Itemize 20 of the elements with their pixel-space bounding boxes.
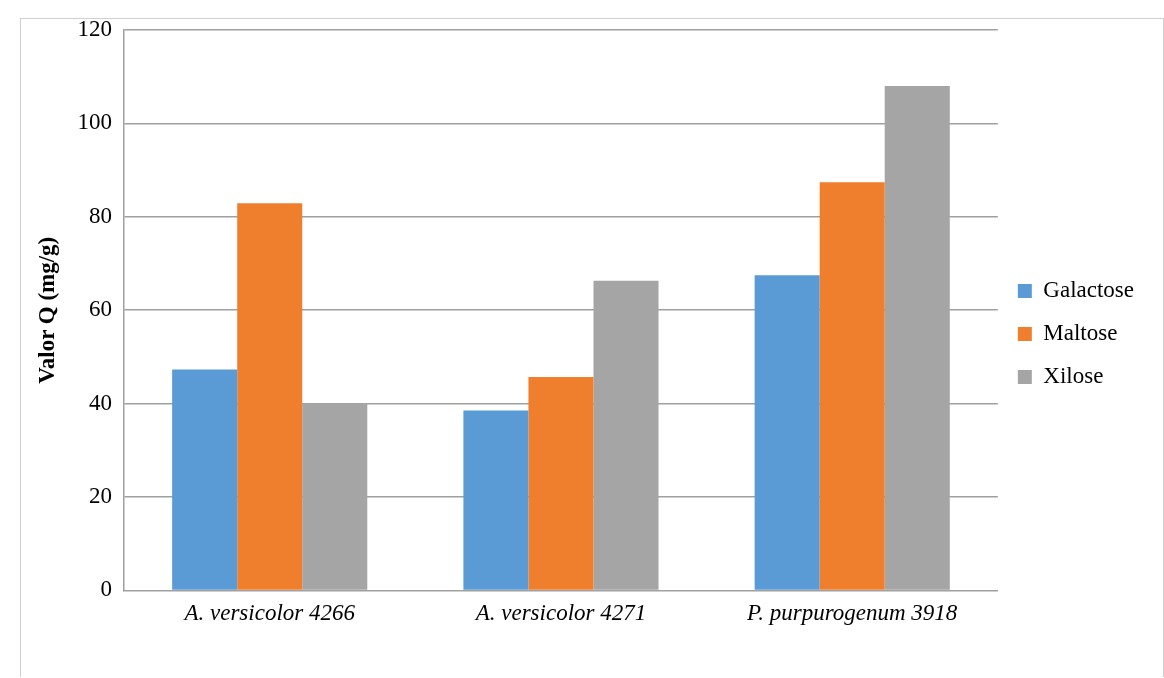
legend-label: Maltose [1043,320,1118,346]
y-tick-label: 40 [89,389,113,415]
y-tick-label: 20 [89,483,113,509]
x-tick-label: A. versicolor 4266 [182,600,356,626]
y-tick-label: 60 [89,296,113,322]
x-tick-label: A. versicolor 4271 [473,600,647,626]
bar [237,203,303,590]
bar [819,182,885,590]
x-tick-label: P. purpurogenum 3918 [746,600,958,626]
y-tick-label: 80 [89,202,113,228]
bar [754,275,820,590]
y-tick-label: 0 [100,576,113,602]
y-axis-title: Valor Q (mg/g) [33,236,59,384]
bar [172,369,238,590]
bar [463,410,529,590]
y-tick-label: 100 [77,109,113,135]
legend-label: Galactose [1043,277,1135,303]
legend-label: Xilose [1043,363,1104,389]
bar [528,376,594,590]
y-tick-label: 120 [77,16,113,42]
